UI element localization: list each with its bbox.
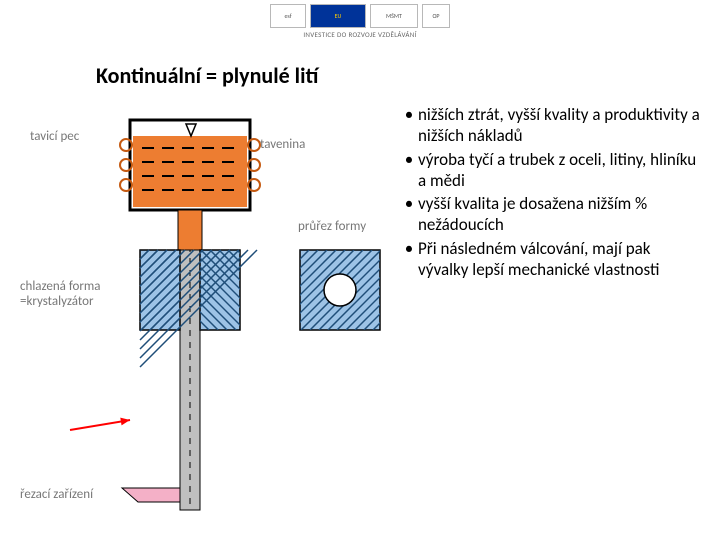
label-forma: chlazená forma =krystalyzátor: [20, 280, 101, 310]
diagram: tavicí pec tavenina chlazená forma =krys…: [20, 100, 400, 520]
logo-eu: EU: [310, 4, 366, 28]
page-title: Kontinuální = plynulé lití: [96, 62, 318, 89]
header-tagline: INVESTICE DO ROZVOJE VZDĚLÁVÁNÍ: [240, 30, 480, 39]
bullet-item: •výroba tyčí a trubek z oceli, litiny, h…: [400, 149, 700, 192]
diagram-svg: [20, 100, 400, 520]
header-logos: esf EU MŠMT OP INVESTICE DO ROZVOJE VZDĚ…: [240, 4, 480, 39]
logo-msmt: MŠMT: [370, 4, 418, 28]
label-prurez: průřez formy: [298, 220, 366, 235]
label-tavici-pec: tavicí pec: [30, 130, 79, 145]
logo-row: esf EU MŠMT OP: [240, 4, 480, 28]
logo-esf: esf: [270, 4, 306, 28]
bullet-item: •vyšší kvalita je dosažena nižším % nežá…: [400, 193, 700, 236]
bullet-list: •nižších ztrát, vyšší kvality a produkti…: [400, 104, 700, 282]
label-tavenina: tavenina: [260, 138, 305, 153]
logo-op: OP: [422, 4, 450, 28]
label-rezaci: řezací zařízení: [20, 488, 93, 503]
bullet-item: •Při následném válcování, mají pak výval…: [400, 238, 700, 281]
bullet-item: •nižších ztrát, vyšší kvality a produkti…: [400, 104, 700, 147]
